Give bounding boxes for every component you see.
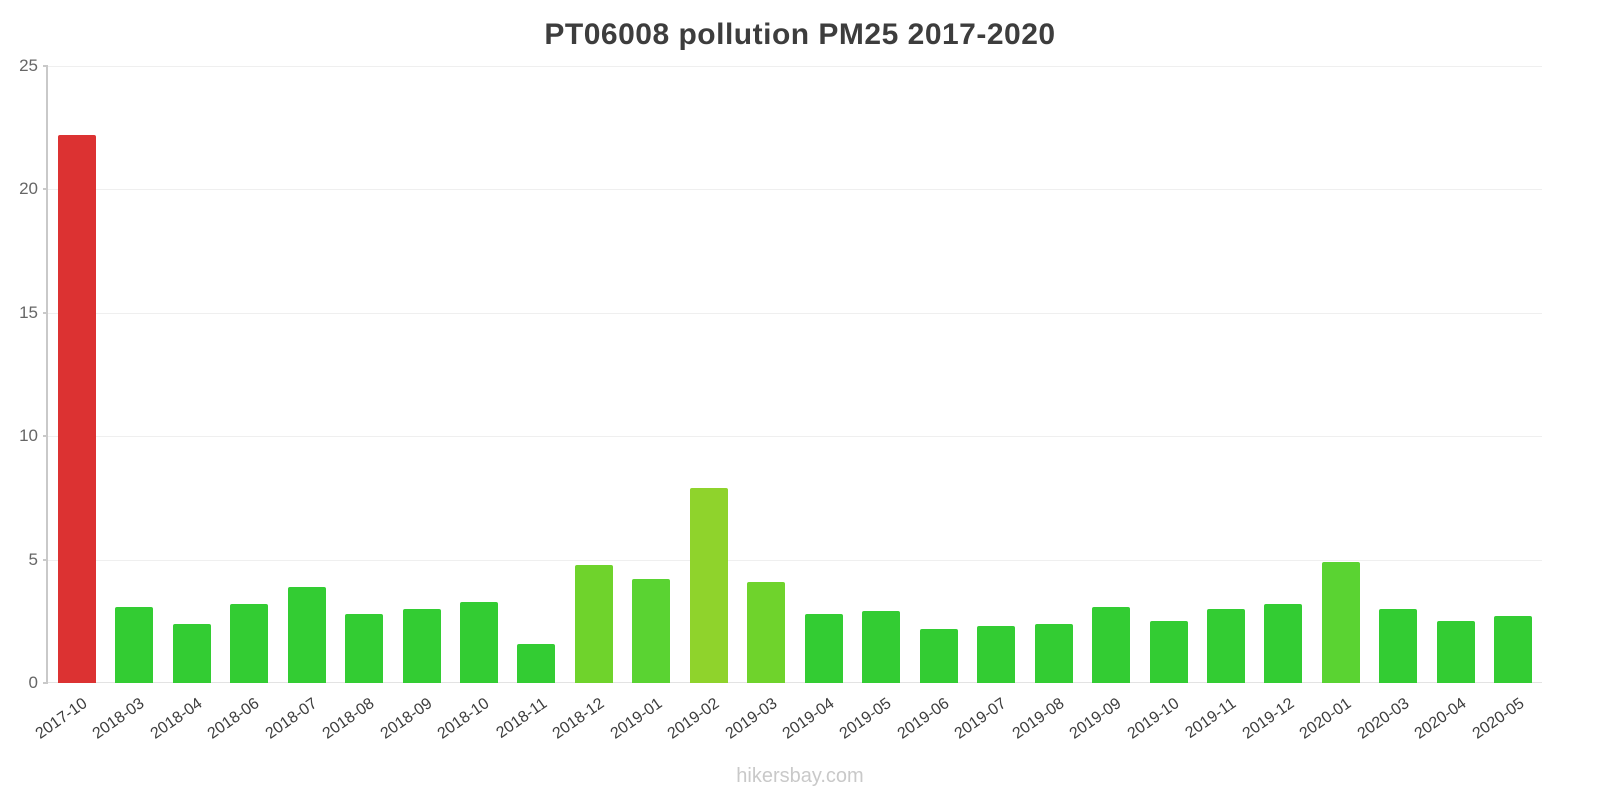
x-axis-baseline xyxy=(48,682,1542,683)
x-axis-tick-label: 2019-03 xyxy=(722,695,781,743)
y-axis-tick-mark xyxy=(43,682,48,684)
x-axis-tick-label: 2018-07 xyxy=(262,695,321,743)
x-axis-tick-label: 2019-12 xyxy=(1239,695,1298,743)
y-axis-tick-mark xyxy=(43,188,48,191)
gridline xyxy=(48,559,1542,561)
bar-2019-07[interactable] xyxy=(977,626,1016,683)
x-axis-tick-label: 2019-10 xyxy=(1124,695,1183,743)
x-axis-tick-label: 2019-11 xyxy=(1182,695,1240,742)
y-axis-tick-label: 5 xyxy=(28,549,38,569)
bar-2018-07[interactable] xyxy=(287,586,326,683)
bar-2020-03[interactable] xyxy=(1379,608,1418,683)
x-axis-tick-label: 2019-04 xyxy=(779,695,838,743)
gridline xyxy=(48,312,1542,314)
bar-2018-03[interactable] xyxy=(115,606,154,683)
x-axis-tick-label: 2018-12 xyxy=(549,695,608,743)
bar-2019-08[interactable] xyxy=(1034,623,1073,683)
x-axis-tick-label: 2018-03 xyxy=(90,695,148,743)
bar-2017-10[interactable] xyxy=(57,135,96,683)
x-axis-tick-label: 2020-05 xyxy=(1469,695,1528,743)
bar-2019-06[interactable] xyxy=(919,628,958,683)
x-axis-tick-label: 2017-10 xyxy=(32,695,91,743)
bar-2018-09[interactable] xyxy=(402,608,441,683)
x-axis-tick-label: 2019-05 xyxy=(837,695,895,743)
gridline xyxy=(48,66,1542,67)
bar-2018-04[interactable] xyxy=(172,623,211,683)
watermark-text: hikersbay.com xyxy=(736,765,864,787)
x-axis-tick-label: 2019-09 xyxy=(1066,695,1125,743)
y-axis-tick-label: 0 xyxy=(28,673,38,692)
x-axis-tick-label: 2018-04 xyxy=(147,695,206,743)
x-axis-tick-label: 2018-11 xyxy=(493,695,551,742)
bar-2018-06[interactable] xyxy=(230,604,269,683)
y-axis-tick-mark xyxy=(43,65,48,67)
y-axis-tick-mark xyxy=(43,558,48,561)
bar-2019-11[interactable] xyxy=(1206,608,1245,683)
x-axis-tick-label: 2020-01 xyxy=(1296,695,1355,743)
bar-2020-01[interactable] xyxy=(1321,562,1360,683)
y-axis-tick-mark xyxy=(43,435,48,438)
bar-2019-05[interactable] xyxy=(862,611,901,683)
bar-2018-12[interactable] xyxy=(574,564,613,683)
bar-2019-01[interactable] xyxy=(632,579,671,683)
gridline xyxy=(48,189,1542,191)
x-axis-tick-label: 2018-10 xyxy=(434,695,493,743)
bar-2018-08[interactable] xyxy=(345,613,384,683)
y-axis-tick-label: 20 xyxy=(19,179,38,199)
x-axis-tick-label: 2019-08 xyxy=(1009,695,1068,743)
plot-area: 0 5 10 15 20 25 2017-10 2018-03 2018-04 2018-06 20… xyxy=(19,56,1542,743)
y-axis-tick-label: 10 xyxy=(19,426,38,446)
x-axis-tick-label: 2018-08 xyxy=(319,695,378,743)
bar-2020-05[interactable] xyxy=(1494,616,1533,683)
x-axis-tick-label: 2019-02 xyxy=(664,695,723,743)
x-axis-tick-label: 2020-03 xyxy=(1354,695,1413,743)
x-axis-tick-label: 2019-07 xyxy=(952,695,1010,743)
bar-2019-02[interactable] xyxy=(689,488,728,683)
x-axis-tick-label: 2019-01 xyxy=(607,695,666,743)
bar-2019-12[interactable] xyxy=(1264,604,1303,683)
bar-2020-04[interactable] xyxy=(1436,621,1475,683)
x-axis-tick-label: 2019-06 xyxy=(894,695,953,743)
y-axis-tick-label: 25 xyxy=(19,56,38,75)
bar-2018-11[interactable] xyxy=(517,643,556,683)
gridline xyxy=(48,436,1542,438)
bar-2018-10[interactable] xyxy=(459,601,498,683)
x-axis-tick-label: 2018-06 xyxy=(205,695,263,743)
chart-title: PT06008 pollution PM25 2017-2020 xyxy=(544,18,1056,51)
bar-2019-04[interactable] xyxy=(804,613,843,683)
x-axis-tick-label: 2018-09 xyxy=(377,695,436,743)
y-axis-tick-mark xyxy=(43,311,48,314)
x-axis-tick-label: 2020-04 xyxy=(1411,695,1470,743)
bar-2019-03[interactable] xyxy=(747,581,786,683)
y-axis-tick-label: 15 xyxy=(19,302,38,322)
bar-2019-09[interactable] xyxy=(1092,606,1131,683)
bar-2019-10[interactable] xyxy=(1149,621,1188,683)
